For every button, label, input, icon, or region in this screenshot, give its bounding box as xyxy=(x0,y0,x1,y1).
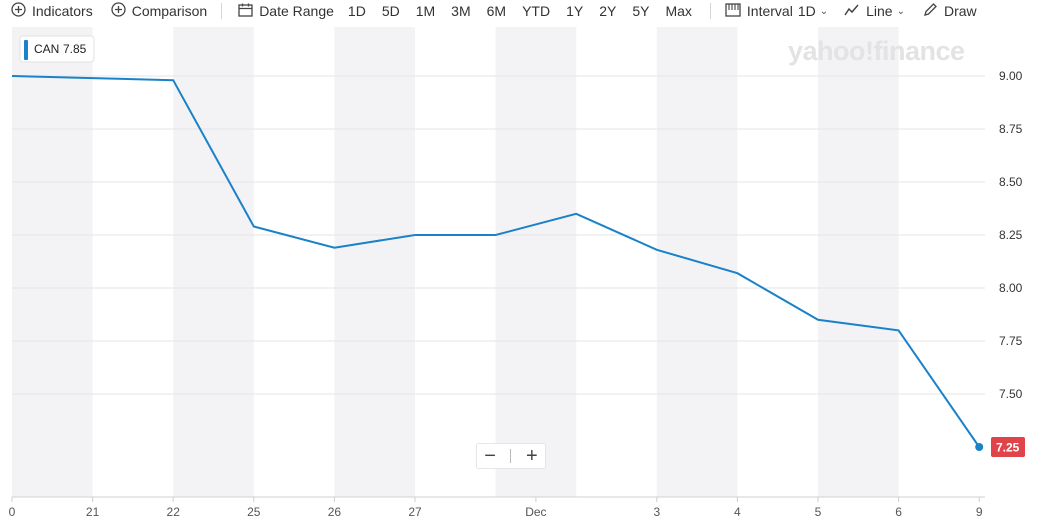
price-tag-value: 7.25 xyxy=(996,441,1020,455)
zoom-out-button[interactable]: − xyxy=(484,445,496,467)
interval-button[interactable]: Interval 1D ⌄ xyxy=(725,2,829,20)
chevron-down-icon: ⌄ xyxy=(896,5,905,17)
price-tag: 7.25 xyxy=(991,437,1025,457)
chart-type-label: Line xyxy=(866,3,893,19)
last-price-dot xyxy=(975,443,984,451)
x-tick-label: 0 xyxy=(9,505,16,519)
x-tick-label: 3 xyxy=(653,505,660,519)
chevron-down-icon: ⌄ xyxy=(819,5,829,17)
y-tick-label: 8.25 xyxy=(999,228,1023,242)
background-band xyxy=(334,27,415,497)
range-buttons: 1D 5D 1M 3M 6M YTD 1Y 2Y 5Y Max xyxy=(340,3,700,19)
range-button[interactable]: 5D xyxy=(381,3,400,19)
background-band xyxy=(495,27,577,497)
x-tick-label: Dec xyxy=(525,505,546,519)
x-tick-label: 27 xyxy=(408,505,422,519)
range-button[interactable]: 6M xyxy=(486,3,507,19)
indicators-label: Indicators xyxy=(32,3,93,19)
zoom-divider xyxy=(510,449,512,463)
series-line-can xyxy=(11,75,981,448)
x-tick-label: 5 xyxy=(815,505,822,519)
plus-circle-icon xyxy=(111,2,126,20)
range-button[interactable]: 1M xyxy=(415,3,436,19)
legend-box[interactable]: CAN 7.85 xyxy=(19,35,95,63)
y-axis-ticks: 7.50 7.75 8.00 8.25 8.50 8.75 9.00 xyxy=(999,69,1023,401)
y-tick-label: 7.50 xyxy=(999,387,1023,401)
line-chart-icon xyxy=(844,3,860,19)
date-range-label: Date Range xyxy=(259,3,334,19)
x-tick-label: 6 xyxy=(895,505,902,519)
x-tick-label: 26 xyxy=(328,505,342,519)
legend-symbol: CAN xyxy=(34,42,59,56)
range-button[interactable]: Max xyxy=(665,3,692,19)
background-band xyxy=(818,27,899,497)
comparison-button[interactable]: Comparison xyxy=(111,2,207,20)
range-button[interactable]: 3M xyxy=(451,3,471,19)
range-button[interactable]: YTD xyxy=(522,3,551,19)
yahoo-finance-watermark: yahoo!finance xyxy=(788,36,965,66)
date-range-button[interactable]: Date Range xyxy=(238,3,334,20)
background-band xyxy=(173,27,254,497)
pencil-icon xyxy=(923,2,938,20)
x-axis-ticks: 0 21 22 25 26 27 Dec 3 4 5 6 9 xyxy=(9,497,983,519)
chart-type-button[interactable]: Line ⌄ xyxy=(844,3,905,19)
toolbar-divider xyxy=(709,3,711,19)
draw-button[interactable]: Draw xyxy=(923,2,977,20)
x-tick-label: 22 xyxy=(167,505,181,519)
y-tick-label: 8.75 xyxy=(999,122,1023,136)
interval-value: 1D xyxy=(797,3,816,19)
toolbar-divider xyxy=(221,3,223,19)
x-tick-label: 21 xyxy=(86,505,100,519)
legend-swatch xyxy=(24,40,28,60)
y-tick-label: 8.50 xyxy=(999,175,1023,189)
x-tick-label: 4 xyxy=(734,505,741,519)
x-tick-label: 9 xyxy=(976,505,983,519)
range-button[interactable]: 1D xyxy=(347,3,366,19)
background-bands xyxy=(12,27,899,497)
y-tick-label: 9.00 xyxy=(999,69,1023,83)
plus-circle-icon xyxy=(11,2,26,20)
calendar-icon xyxy=(238,3,253,20)
zoom-controls: − + xyxy=(476,443,546,469)
chart-toolbar: Indicators Comparison Date Range 1D 5D 1M 3… xyxy=(0,0,1056,22)
zoom-in-button[interactable]: + xyxy=(526,445,538,467)
y-tick-label: 8.00 xyxy=(999,281,1023,295)
range-button[interactable]: 1Y xyxy=(566,3,584,19)
interval-icon xyxy=(725,2,741,20)
indicators-button[interactable]: Indicators xyxy=(11,2,93,20)
range-button[interactable]: 5Y xyxy=(632,3,650,19)
draw-label: Draw xyxy=(943,3,977,19)
legend-value: 7.85 xyxy=(63,42,87,56)
y-tick-label: 7.75 xyxy=(999,334,1023,348)
range-button[interactable]: 2Y xyxy=(599,3,617,19)
x-tick-label: 25 xyxy=(247,505,261,519)
interval-label: Interval xyxy=(746,3,793,19)
background-band xyxy=(12,27,93,497)
comparison-label: Comparison xyxy=(131,3,208,19)
